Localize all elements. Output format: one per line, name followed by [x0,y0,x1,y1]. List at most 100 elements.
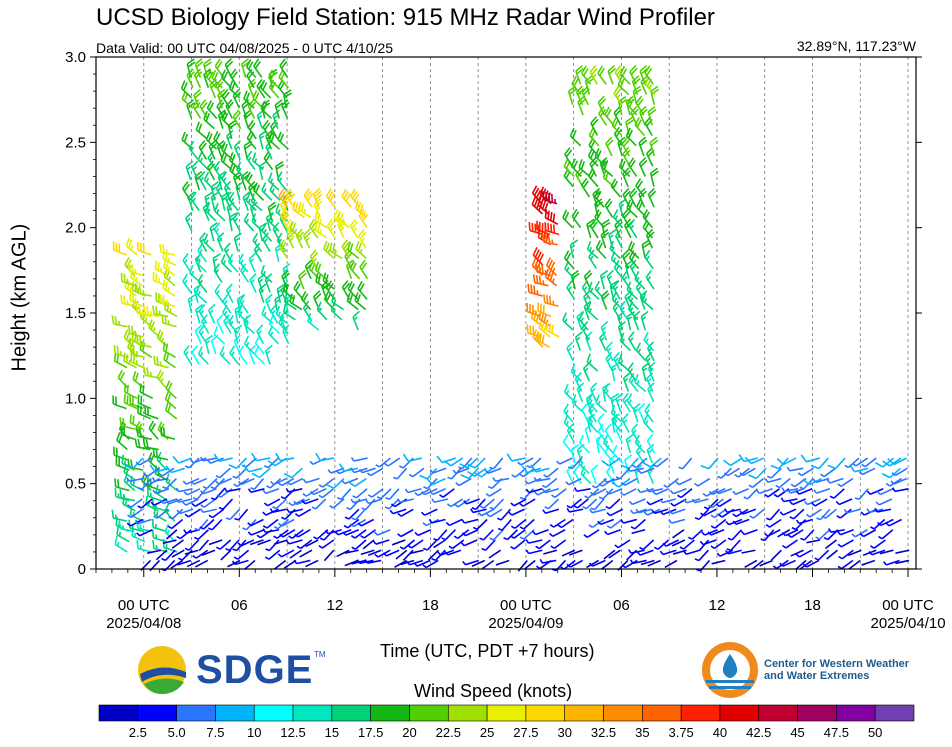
wind-barb [188,140,199,160]
page-title: UCSD Biology Field Station: 915 MHz Rada… [96,4,715,31]
wind-barb [200,498,217,508]
wind-barb [312,187,323,208]
wind-barb [644,249,654,270]
wind-barb [161,314,177,328]
wind-barb [611,477,631,488]
wind-barb [452,467,470,475]
wind-barb [619,66,631,85]
wind-barb [113,446,128,461]
wind-barb [544,221,560,236]
wind-barb [699,539,717,546]
wind-barb [868,549,886,556]
colorbar-label: 2.5 [129,725,147,740]
wind-barb [566,280,576,300]
wind-barb [663,477,679,488]
wind-barb [586,302,599,321]
wind-barb [137,241,152,256]
wind-barb [549,518,566,528]
wind-barb [111,315,128,328]
wind-barb [588,403,598,423]
colorbar-swatch [525,704,566,722]
wind-barb [116,526,130,543]
wind-barb [351,508,366,521]
wind-barb [342,529,360,536]
wind-barb [269,508,287,513]
wind-barb [257,539,271,546]
wind-barb [620,488,637,496]
colorbar-swatch [137,704,177,722]
wind-barb [875,457,895,468]
wind-barb [281,269,290,290]
wind-barb [190,191,200,212]
wind-barb [481,539,496,551]
wind-barb [198,304,208,324]
wind-barb [446,498,464,508]
wind-barb [875,498,893,506]
wind-barb [488,549,502,559]
wind-barb [286,508,304,514]
wind-barb [489,529,504,541]
wind-barb [770,457,789,470]
wind-barb [634,270,646,290]
wind-barb [198,324,208,345]
wind-barb [344,559,359,567]
wind-barb [148,420,159,440]
wind-barb [195,121,208,140]
wind-barb [605,341,614,362]
wind-barb [751,559,764,570]
wind-barb [613,351,622,372]
wind-barb [727,529,743,541]
wind-barb [283,467,303,479]
wind-barb [453,529,470,540]
colorbar-label: 12.5 [280,725,305,740]
wind-barb [198,170,207,191]
wind-barb [433,539,446,549]
wind-barb [885,477,902,487]
wind-barb [354,200,368,219]
wind-barb [439,488,455,498]
wind-barb [532,274,549,287]
wind-barb [262,488,280,495]
wind-barb [772,559,789,570]
wind-barb [694,549,709,562]
wind-barb [205,131,218,150]
wind-barb [477,508,495,517]
wind-barb [191,344,200,365]
wind-barb [836,508,852,519]
y-tick-label: 1.5 [65,305,86,322]
wind-barb [233,549,250,560]
wind-barb [151,518,167,533]
wind-barb [263,457,279,469]
wind-barb [246,150,256,171]
y-tick-label: 1.0 [65,390,86,407]
wind-barb [265,293,273,314]
wind-barb [301,498,319,505]
wind-barb [324,528,342,535]
wind-barb [532,528,549,536]
wind-barb [607,64,617,85]
wind-barb [629,559,647,565]
wind-barb [586,559,600,569]
wind-barb [227,253,239,273]
wind-barb [536,331,550,348]
wind-barb [539,558,557,564]
wind-barb [694,508,710,521]
wind-barb [142,305,160,318]
wind-barb [895,549,910,554]
wind-barb [203,58,213,78]
colorbar-label: 15 [325,725,339,740]
wind-barb [177,559,192,566]
wind-barb [199,99,209,119]
wind-barb [583,529,600,538]
wind-barb [606,464,616,485]
wind-barb [323,240,335,259]
wind-barb [779,508,797,516]
wind-barb [828,528,845,533]
wind-barb [820,467,836,478]
wind-barb [343,518,360,529]
wind-barb [815,529,831,540]
wind-barb [114,535,128,553]
wind-barb [668,518,686,524]
wind-barb [365,498,383,505]
wind-barb [298,269,307,290]
